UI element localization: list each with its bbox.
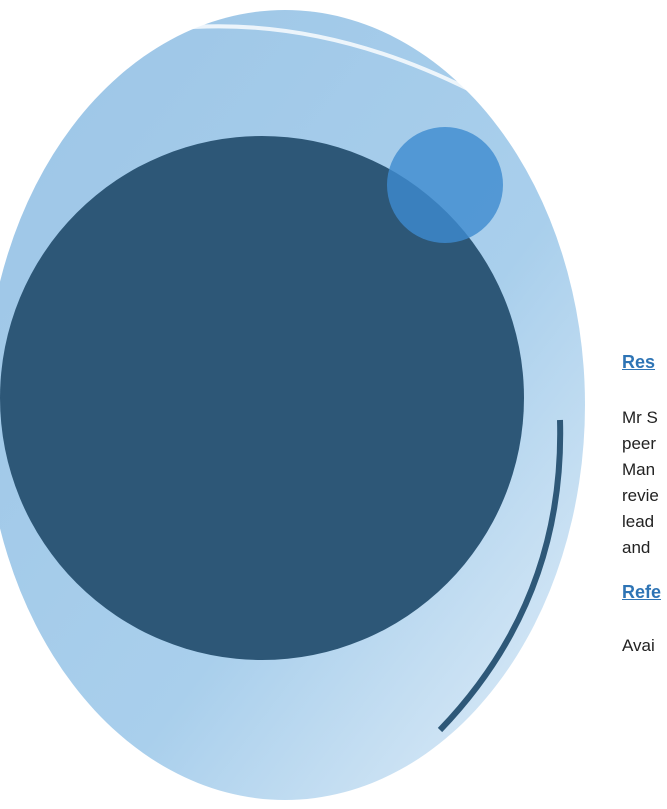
body-line: peer xyxy=(622,434,656,454)
body-line: Avai xyxy=(622,636,655,656)
section-heading: Res xyxy=(622,352,655,373)
accent-circle xyxy=(387,127,503,243)
body-line: revie xyxy=(622,486,659,506)
body-line: Mr S xyxy=(622,408,658,428)
section-heading: Refe xyxy=(622,582,661,603)
decoration xyxy=(0,0,667,809)
body-line: Man xyxy=(622,460,655,480)
body-line: and xyxy=(622,538,650,558)
body-line: lead xyxy=(622,512,654,532)
page: Res Mr S peer Man revie lead and Refe Av… xyxy=(0,0,667,809)
